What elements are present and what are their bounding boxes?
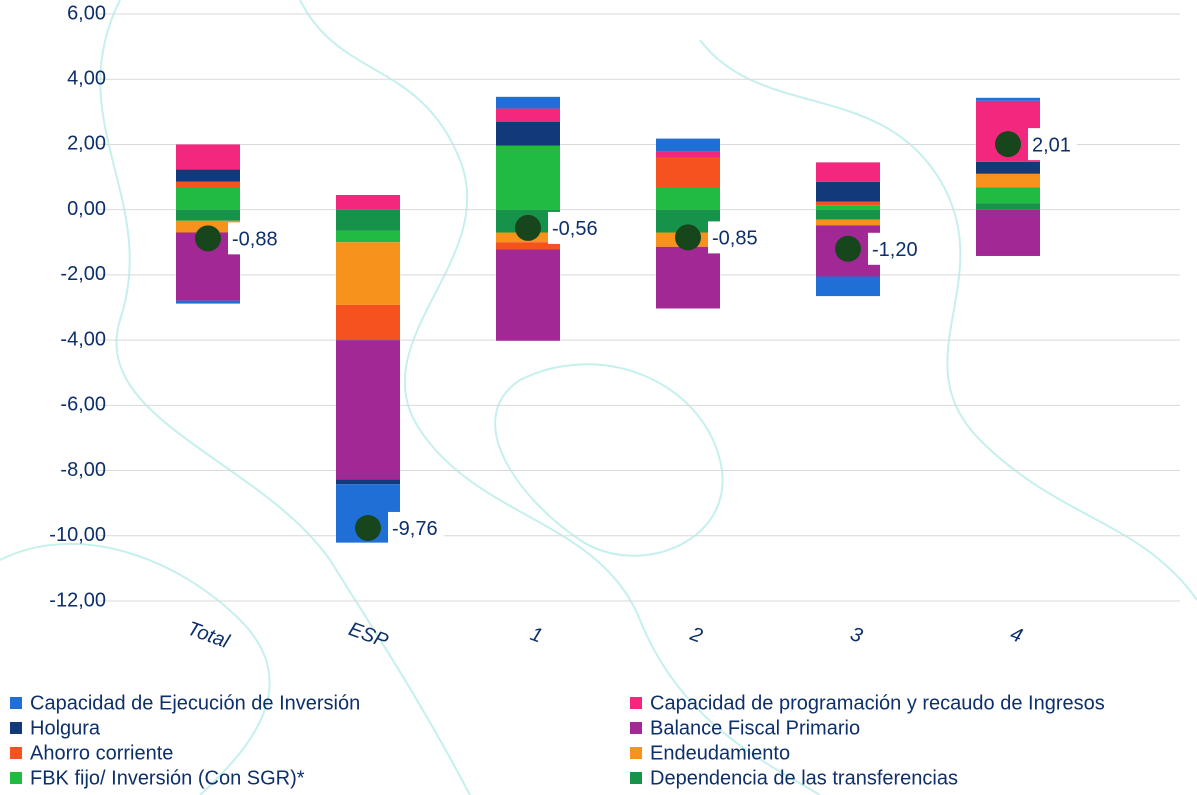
legend-swatch <box>630 722 642 734</box>
bar-segment <box>496 242 560 250</box>
bar-segment <box>496 145 560 210</box>
bar-segment <box>816 201 880 206</box>
y-tick-label: 4,00 <box>67 68 106 90</box>
total-marker <box>835 235 861 262</box>
legend-label: Holgura <box>30 717 101 739</box>
total-label: 2,01 <box>1032 134 1071 156</box>
bar-segment <box>336 209 400 231</box>
bar-segment <box>496 121 560 146</box>
y-tick-label: 2,00 <box>67 133 106 155</box>
legend-label: Capacidad de Ejecución de Inversión <box>30 692 360 714</box>
bar-segment <box>816 219 880 226</box>
bar-segment <box>496 96 560 109</box>
total-marker <box>355 514 381 541</box>
bar-segment <box>976 173 1040 188</box>
x-tick-label: 3 <box>847 623 865 647</box>
bar-segment <box>656 138 720 152</box>
bar-segment <box>336 304 400 341</box>
bar-segment <box>816 181 880 202</box>
y-tick-label: 0,00 <box>67 198 106 220</box>
legend-swatch <box>10 747 22 759</box>
bar-segment <box>176 181 240 188</box>
bar-segment <box>976 203 1040 210</box>
bar-segment <box>176 300 240 304</box>
bar-segment <box>976 161 1040 174</box>
bar-segment <box>976 97 1040 101</box>
bar-segment <box>336 230 400 243</box>
total-label-group: -9,76 <box>388 511 444 544</box>
total-label: -0,56 <box>552 218 598 240</box>
bar-segment <box>176 144 240 170</box>
bar-segment <box>496 249 560 341</box>
total-label-box <box>228 222 284 255</box>
bar-segment <box>176 187 240 210</box>
bar-segment <box>336 242 400 305</box>
bar-segment <box>816 209 880 220</box>
bar-segment <box>656 157 720 188</box>
x-tick-label: ESP <box>346 618 392 653</box>
total-label-box <box>868 232 924 265</box>
bar-segment <box>656 209 720 233</box>
total-label-group: -1,20 <box>868 232 924 265</box>
legend-label: Endeudamiento <box>650 742 790 764</box>
legend-swatch <box>630 747 642 759</box>
total-marker <box>195 225 221 252</box>
bar-segment <box>336 194 400 210</box>
bar-segment <box>816 276 880 297</box>
bar-segment <box>656 246 720 309</box>
bar-segment <box>976 187 1040 204</box>
total-label-box <box>388 511 444 544</box>
total-label: -0,88 <box>232 229 278 251</box>
bar-segment <box>976 209 1040 256</box>
legend-label: Balance Fiscal Primario <box>650 717 860 739</box>
bar-segment <box>656 187 720 210</box>
legend-swatch <box>630 697 642 709</box>
bar-segment <box>816 205 880 210</box>
x-tick-label: 4 <box>1007 623 1025 647</box>
total-label-group: 2,01 <box>1028 128 1077 161</box>
bar-segment <box>496 108 560 122</box>
legend-swatch <box>10 697 22 709</box>
bar-segment <box>336 340 400 480</box>
bar-segment <box>176 169 240 182</box>
total-label-group: -0,88 <box>228 222 284 255</box>
bar-segment <box>336 479 400 485</box>
legend-swatch <box>10 772 22 784</box>
bar-segment <box>816 162 880 182</box>
x-tick-label: Total <box>184 618 232 653</box>
total-label-group: -0,56 <box>548 211 604 244</box>
legend-swatch <box>10 722 22 734</box>
total-label-group: -0,85 <box>708 221 764 254</box>
legend-label: Dependencia de las transferencias <box>650 767 958 789</box>
y-tick-label: -2,00 <box>60 263 106 285</box>
legend-label: FBK fijo/ Inversión (Con SGR)* <box>30 767 305 789</box>
y-tick-label: -4,00 <box>60 328 106 350</box>
total-marker <box>995 131 1021 158</box>
total-label-box <box>1028 128 1077 161</box>
total-label: -1,20 <box>872 239 918 261</box>
y-tick-label: -6,00 <box>60 394 106 416</box>
legend-label: Ahorro corriente <box>30 742 173 764</box>
x-tick-label: 2 <box>686 623 705 648</box>
bar-segment <box>176 209 240 221</box>
y-tick-label: 6,00 <box>67 2 106 24</box>
total-label-box <box>708 221 764 254</box>
y-tick-label: -8,00 <box>60 459 106 481</box>
bar-segment <box>656 151 720 158</box>
legend-swatch <box>630 772 642 784</box>
x-tick-label: 1 <box>527 623 545 647</box>
total-label: -0,85 <box>712 228 758 250</box>
total-marker <box>515 214 541 241</box>
total-marker <box>675 224 701 251</box>
total-label-box <box>548 211 604 244</box>
y-tick-label: -10,00 <box>49 524 106 546</box>
legend-label: Capacidad de programación y recaudo de I… <box>650 692 1105 714</box>
total-label: -9,76 <box>392 518 438 540</box>
y-tick-label: -12,00 <box>49 589 106 611</box>
